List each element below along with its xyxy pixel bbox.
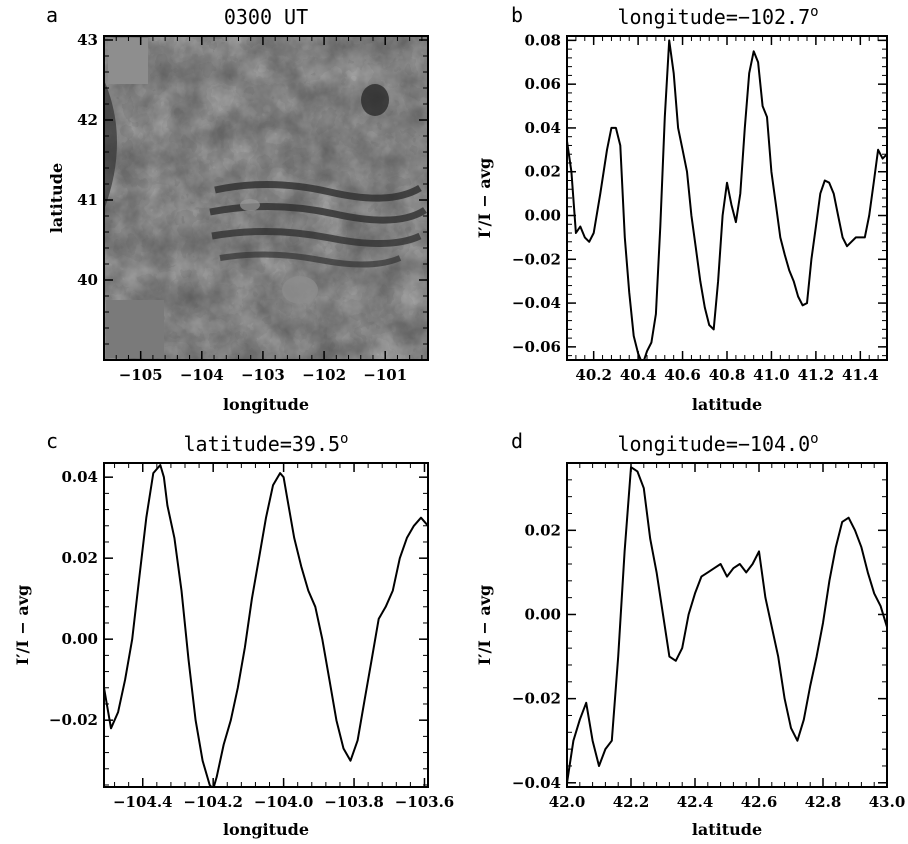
x-tick-label: 40.4 xyxy=(620,366,657,384)
panel-b: b longitude=−102.7o 40.2 40.4 40.6 40.8 41.0… xyxy=(475,3,888,414)
y-tick-label: −0.02 xyxy=(49,711,98,729)
y-tick-label: −0.02 xyxy=(512,690,561,708)
panel-a-title: 0300 UT xyxy=(224,5,308,29)
x-tick-label: 40.2 xyxy=(575,366,612,384)
panel-d-title-text: longitude=−104.0 xyxy=(617,432,810,456)
panel-b-title: longitude=−102.7o xyxy=(617,4,818,29)
x-tick-label: 41.2 xyxy=(798,366,835,384)
heatmap-patch xyxy=(240,199,260,211)
y-tick-label: 0.00 xyxy=(61,630,98,648)
panel-d-title: longitude=−104.0o xyxy=(617,431,818,456)
x-tick-label: −103.6 xyxy=(395,793,455,811)
y-tick-label: 0.02 xyxy=(524,163,561,181)
panel-a-xlabel: longitude xyxy=(223,395,309,414)
y-tick-label: 43 xyxy=(77,31,98,49)
x-tick-label: −103 xyxy=(241,366,285,384)
degree-symbol: o xyxy=(810,4,818,20)
panel-c: c latitude=39.5o −104.4 −104.2 −104.0 −103.… xyxy=(13,429,454,839)
panel-c-xlabel: longitude xyxy=(223,820,309,839)
y-tick-label: 0.02 xyxy=(61,549,98,567)
y-tick-label: −0.04 xyxy=(512,294,561,312)
heatmap-patch xyxy=(104,80,117,210)
x-tick-label: −101 xyxy=(363,366,407,384)
x-tick-label: −102 xyxy=(302,366,346,384)
x-tick-label: −104.2 xyxy=(183,793,243,811)
y-tick-label: −0.02 xyxy=(512,250,561,268)
panel-d-axes: 42.0 42.2 42.4 42.6 42.8 43.0 −0.04 −0.02 0.00 0.… xyxy=(512,462,906,811)
heatmap-band xyxy=(219,251,402,268)
x-tick-label: 40.6 xyxy=(664,366,701,384)
panel-d-series-line xyxy=(567,466,887,783)
panel-b-ylabel: I′/I − avg xyxy=(475,158,494,238)
x-tick-label: −104.0 xyxy=(254,793,314,811)
x-tick-label: 42.8 xyxy=(805,793,842,811)
panel-a-ylabel: latitude xyxy=(47,163,66,233)
panel-b-title-text: longitude=−102.7 xyxy=(617,5,810,29)
panel-d-letter: d xyxy=(511,429,523,453)
panel-a-letter: a xyxy=(46,3,58,27)
heatmap-patch xyxy=(282,276,318,304)
x-tick-label: −103.8 xyxy=(324,793,384,811)
y-tick-label: 0.04 xyxy=(61,468,98,486)
y-tick-label: 0.02 xyxy=(524,521,561,539)
degree-symbol: o xyxy=(340,431,348,447)
heatmap-corner-patch xyxy=(106,300,164,358)
panel-a-axes: −105 −104 −103 −102 −101 40 41 42 43 xyxy=(77,31,428,384)
x-tick-label: 42.4 xyxy=(677,793,714,811)
panel-a-frame xyxy=(103,35,429,361)
panel-c-letter: c xyxy=(46,429,58,453)
panel-c-series-line xyxy=(104,464,428,787)
panel-a: a 0300 UT −105 −104 −103 −102 −101 40 41 42 43 l… xyxy=(46,3,429,414)
y-tick-label: 0.00 xyxy=(524,605,561,623)
x-tick-label: 42.2 xyxy=(613,793,650,811)
panel-d-ylabel: I′/I − avg xyxy=(475,585,494,665)
x-tick-label: 41.0 xyxy=(753,366,790,384)
x-tick-label: −104.4 xyxy=(113,793,173,811)
y-tick-label: −0.06 xyxy=(512,338,561,356)
y-tick-label: 41 xyxy=(77,191,98,209)
panel-c-axes: −104.4 −104.2 −104.0 −103.8 −103.6 −0.02 0.00 0… xyxy=(49,463,454,811)
y-tick-label: 0.06 xyxy=(524,75,561,93)
panel-c-ylabel: I′/I − avg xyxy=(13,585,32,665)
panel-d-xlabel: latitude xyxy=(692,820,762,839)
x-tick-label: 43.0 xyxy=(869,793,906,811)
panel-b-letter: b xyxy=(511,3,523,27)
x-tick-label: −105 xyxy=(119,366,163,384)
panel-c-frame xyxy=(103,462,429,788)
y-tick-label: 0.08 xyxy=(524,31,561,49)
y-tick-label: 0.00 xyxy=(524,207,561,225)
heatmap-patch xyxy=(361,84,389,116)
panel-d: d longitude=−104.0o 42.0 42.2 42.4 42.6 42.8… xyxy=(475,429,905,839)
heatmap-band xyxy=(214,180,422,202)
heatmap-corner-patch xyxy=(108,38,148,84)
y-tick-label: 0.04 xyxy=(524,119,561,137)
panel-b-axes: 40.2 40.4 40.6 40.8 41.0 41.2 41.4 −0.06 −0.04 −0… xyxy=(512,31,888,384)
panel-a-image xyxy=(104,36,428,360)
panel-b-xlabel: latitude xyxy=(692,395,762,414)
panel-d-frame xyxy=(566,462,888,788)
x-tick-label: 40.8 xyxy=(709,366,746,384)
heatmap-band xyxy=(211,227,422,247)
y-tick-label: 40 xyxy=(77,271,98,289)
y-tick-label: −0.04 xyxy=(512,774,561,792)
x-tick-label: 42.0 xyxy=(549,793,586,811)
panel-b-series-line xyxy=(567,39,887,360)
y-tick-label: 42 xyxy=(77,111,98,129)
panel-c-title-text: latitude=39.5 xyxy=(184,432,341,456)
degree-symbol: o xyxy=(810,431,818,447)
x-tick-label: 41.4 xyxy=(842,366,879,384)
panel-b-frame xyxy=(566,35,888,361)
x-tick-label: −104 xyxy=(180,366,224,384)
x-tick-label: 42.6 xyxy=(741,793,778,811)
panel-c-title: latitude=39.5o xyxy=(184,431,349,456)
